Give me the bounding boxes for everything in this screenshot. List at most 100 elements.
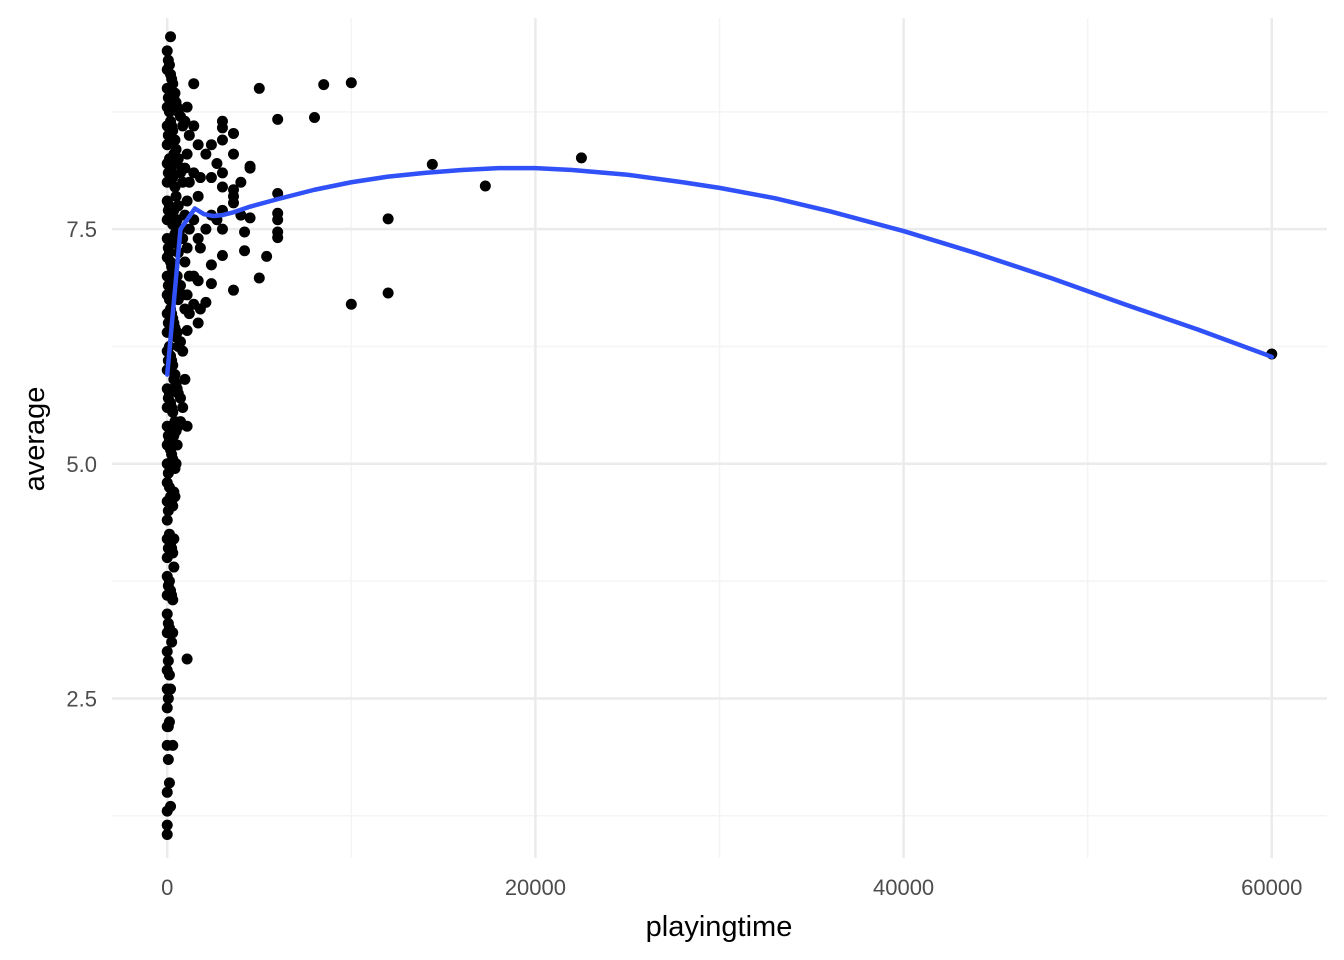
data-point [181,653,193,665]
data-point [192,190,204,202]
data-point [239,245,251,257]
data-point [228,284,239,296]
data-point [171,439,183,451]
data-point [272,113,284,125]
data-point [318,79,330,91]
data-point [192,233,204,245]
data-point [261,250,273,262]
data-point [200,148,212,160]
smooth-trend-line [164,165,1275,377]
data-point [216,249,228,261]
x-tick-label: 20000 [505,875,566,900]
data-point [216,122,228,134]
data-point [192,275,204,287]
data-point [167,500,179,512]
data-point [167,125,179,137]
data-point [244,162,256,174]
data-point [179,256,191,268]
data-point [181,242,193,254]
smooth-line [164,165,1275,377]
data-point [161,608,173,620]
major-gridlines [112,18,1327,858]
data-point [168,561,180,573]
x-tick-label: 0 [161,875,173,900]
data-point [179,115,191,127]
data-point [216,181,228,193]
data-point [161,514,173,526]
data-point [161,819,173,831]
data-point [170,143,182,155]
data-point [170,458,182,470]
data-point [181,195,193,207]
data-point [205,139,217,151]
x-tick-label: 40000 [873,875,934,900]
y-tick-label: 7.5 [66,217,97,242]
data-point [165,683,177,695]
data-point [272,232,284,244]
data-point [165,31,177,43]
data-point [163,575,175,587]
data-point [168,533,180,545]
data-point [228,127,239,139]
data-point [163,247,175,259]
data-point [345,77,357,89]
data-point [205,172,217,184]
data-point [272,214,284,226]
data-point [167,547,179,559]
data-point [167,406,179,418]
data-point [167,627,179,639]
data-point [170,190,182,202]
data-point [194,242,206,254]
data-point [165,800,177,812]
data-point [244,212,256,224]
x-tick-label: 60000 [1241,875,1302,900]
data-point [479,180,491,192]
data-point [177,401,189,413]
data-point [200,223,212,235]
data-point [161,45,173,57]
data-point [169,491,181,503]
data-point [179,162,191,174]
data-point [205,259,217,271]
data-point [167,739,179,751]
data-point [161,646,173,658]
data-point [166,636,178,648]
data-point [183,308,195,320]
data-point [183,223,195,235]
data-point [161,702,173,714]
data-point [174,392,186,404]
data-point [192,317,204,329]
data-point [183,176,195,188]
data-point [205,278,217,290]
data-point [172,153,184,165]
data-point [172,200,184,212]
data-point [179,373,191,385]
data-point [161,829,173,841]
data-point [181,420,193,432]
data-point [426,158,438,170]
data-point [181,101,193,113]
x-axis-title: playingtime [646,911,793,943]
x-axis-tick-labels: 0 20000 40000 60000 [161,875,1302,900]
y-axis-title: average [19,387,51,492]
data-point [169,369,181,381]
data-point [382,287,394,299]
data-point [162,655,174,667]
data-point [169,134,181,146]
data-point [163,59,175,71]
data-point [163,716,175,728]
data-points [161,31,1278,841]
data-point [216,223,228,235]
minor-gridlines [112,18,1327,858]
data-point [188,120,200,132]
data-point [253,82,265,94]
data-point [211,157,223,169]
data-point [167,78,179,90]
data-point [200,296,212,308]
data-point [162,692,174,704]
data-point [309,111,320,123]
data-point [183,129,195,141]
data-point [162,753,174,765]
data-point [163,777,175,789]
